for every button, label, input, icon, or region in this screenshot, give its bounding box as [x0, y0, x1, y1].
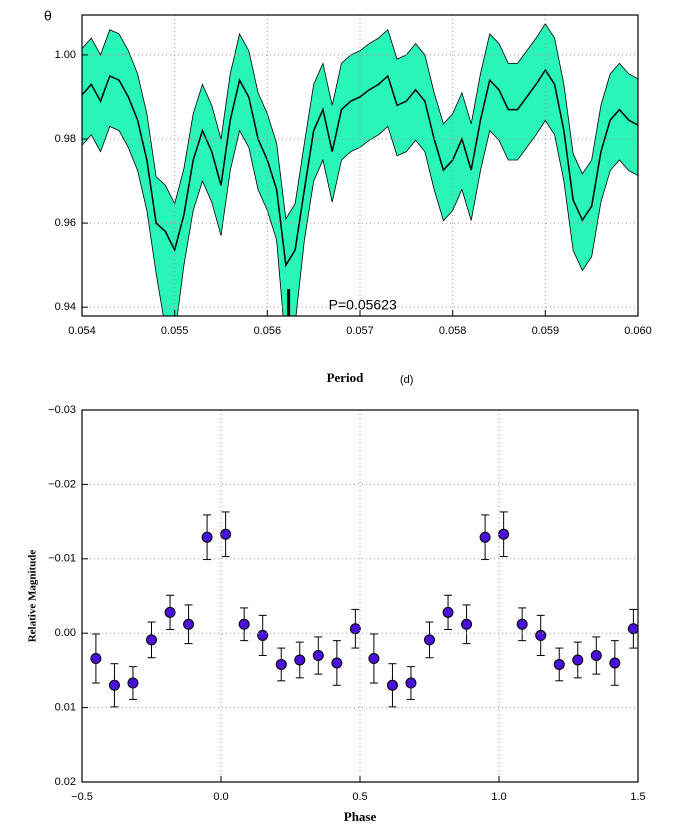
point	[257, 629, 269, 641]
y-tick-label: −0.03	[48, 404, 76, 416]
x-tick-label: 0.060	[624, 325, 652, 337]
x-tick-label: 0.056	[254, 325, 282, 337]
x-tick-label: −0.5	[71, 791, 93, 803]
y-tick-label: 0.02	[55, 776, 76, 788]
point	[127, 677, 139, 689]
y-tick-label: 0.00	[55, 627, 76, 639]
x-tick-label: 1.5	[630, 791, 645, 803]
plot-area	[90, 511, 638, 708]
x-tick-label: 0.057	[346, 325, 374, 337]
y-tick-label: −0.02	[48, 478, 76, 490]
point	[405, 677, 417, 689]
x-tick-label: 0.054	[68, 325, 96, 337]
x-axis-unit: (d)	[400, 374, 413, 386]
x-tick-label: 0.055	[161, 325, 189, 337]
point	[553, 658, 565, 670]
point	[424, 634, 435, 646]
frame	[81, 409, 639, 783]
y-tick-label: 0.01	[55, 702, 76, 714]
point	[349, 623, 361, 635]
point	[164, 606, 176, 618]
x-tick-label: 0.058	[439, 325, 467, 337]
point	[183, 618, 195, 630]
point	[275, 658, 287, 670]
x-tick-label: 0.0	[213, 791, 228, 803]
point	[108, 679, 120, 691]
y-axis-label: θ	[44, 8, 52, 24]
y-tick-label: 1.00	[55, 49, 76, 61]
point	[572, 654, 584, 666]
annotation: P=0.05623	[329, 297, 397, 313]
point	[331, 657, 343, 669]
point	[535, 629, 547, 641]
y-axis-label: Relative Magnitude	[27, 550, 39, 643]
point	[516, 618, 528, 630]
point	[609, 657, 621, 669]
point	[312, 650, 324, 662]
frame	[81, 14, 639, 317]
x-tick-label: 1.0	[491, 791, 506, 803]
point	[146, 634, 157, 646]
point	[220, 528, 232, 540]
point	[90, 652, 102, 664]
x-axis-label: Phase	[344, 809, 377, 824]
y-tick-label: −0.01	[48, 553, 76, 565]
point	[294, 654, 306, 666]
y-tick-label: 0.96	[55, 217, 76, 229]
line	[82, 68, 638, 268]
point	[442, 606, 454, 618]
point	[498, 528, 510, 540]
point	[368, 652, 380, 664]
point	[590, 650, 602, 662]
point	[386, 679, 398, 691]
band	[82, 23, 638, 316]
y-tick-label: 0.98	[55, 133, 76, 145]
point	[201, 531, 213, 543]
point	[627, 623, 638, 635]
y-tick-label: 0.94	[55, 301, 76, 313]
x-tick-label: 0.5	[352, 791, 367, 803]
point	[238, 618, 250, 630]
point	[479, 531, 491, 543]
x-axis-label: Period	[327, 370, 365, 385]
x-tick-label: 0.059	[532, 325, 560, 337]
point	[461, 618, 473, 630]
